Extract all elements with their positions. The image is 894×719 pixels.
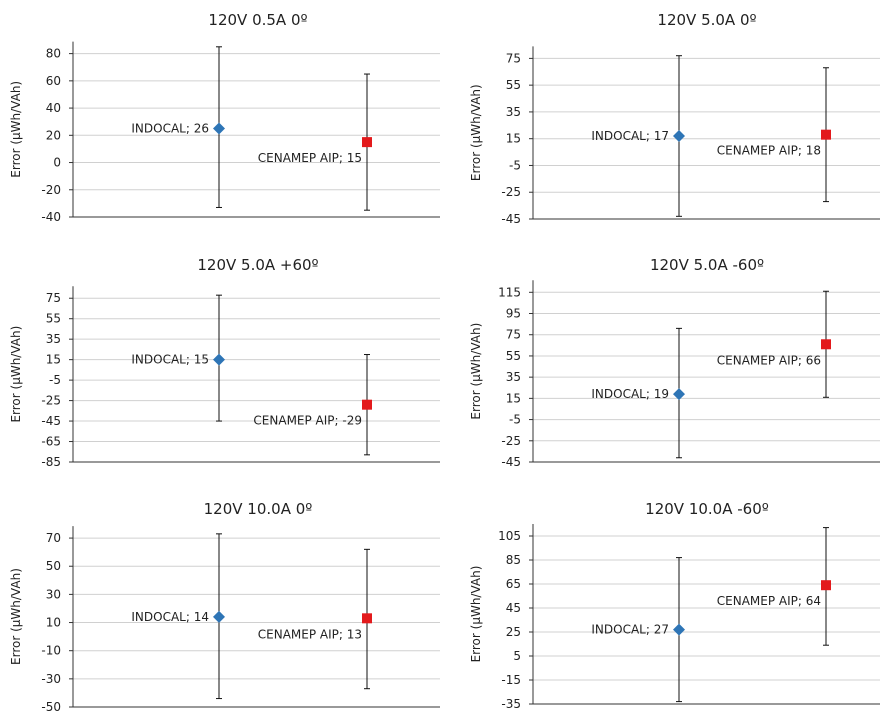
data-point-diamond bbox=[673, 623, 685, 636]
chart-title: 120V 5.0A +60º bbox=[197, 256, 318, 274]
chart-title: 120V 10.0A 0º bbox=[204, 500, 313, 518]
chart-title: 120V 5.0A 0º bbox=[657, 11, 756, 29]
data-label: CENAMEP AIP; 15 bbox=[258, 151, 362, 165]
data-label: INDOCAL; 27 bbox=[591, 623, 669, 637]
y-axis-label: Error (µWh/VAh) bbox=[469, 323, 483, 420]
data-point-diamond bbox=[213, 610, 225, 623]
y-tick-label: 55 bbox=[46, 312, 61, 326]
y-tick-label: -35 bbox=[501, 697, 521, 711]
y-tick-label: -65 bbox=[41, 435, 61, 449]
y-tick-label: 60 bbox=[46, 74, 61, 88]
data-label: CENAMEP AIP; 18 bbox=[717, 144, 821, 158]
data-point-square bbox=[362, 137, 372, 148]
y-tick-label: -25 bbox=[501, 434, 521, 448]
y-tick-label: -25 bbox=[41, 394, 61, 408]
data-point-square bbox=[821, 580, 831, 591]
data-label: INDOCAL; 19 bbox=[591, 387, 669, 401]
data-point-diamond bbox=[213, 122, 225, 135]
y-tick-label: -5 bbox=[49, 373, 61, 387]
y-tick-label: -50 bbox=[41, 700, 61, 714]
y-axis-label: Error (µWh/VAh) bbox=[469, 566, 483, 663]
y-tick-label: 95 bbox=[506, 307, 521, 321]
chart-title: 120V 10.0A -60º bbox=[645, 500, 769, 518]
data-label: CENAMEP AIP; 64 bbox=[717, 594, 821, 608]
y-tick-label: -25 bbox=[501, 185, 521, 199]
y-tick-label: -45 bbox=[501, 455, 521, 469]
chart-title: 120V 5.0A -60º bbox=[650, 256, 764, 274]
y-tick-label: 30 bbox=[46, 587, 61, 601]
chart-title: 120V 0.5A 0º bbox=[208, 11, 307, 29]
y-tick-label: -5 bbox=[509, 413, 521, 427]
y-tick-label: 35 bbox=[46, 332, 61, 346]
y-tick-label: 35 bbox=[506, 105, 521, 119]
y-tick-label: 55 bbox=[506, 78, 521, 92]
data-label: INDOCAL; 14 bbox=[131, 610, 209, 624]
y-tick-label: 15 bbox=[506, 132, 521, 146]
y-tick-label: -45 bbox=[41, 414, 61, 428]
data-point-square bbox=[821, 339, 831, 350]
data-label: INDOCAL; 15 bbox=[131, 353, 209, 367]
data-label: INDOCAL; 17 bbox=[591, 129, 669, 143]
y-tick-label: 75 bbox=[506, 328, 521, 342]
data-label: CENAMEP AIP; -29 bbox=[253, 414, 362, 428]
y-tick-label: 105 bbox=[498, 529, 521, 543]
data-point-square bbox=[362, 613, 372, 624]
y-axis-label: Error (µWh/VAh) bbox=[9, 326, 23, 423]
y-axis-label: Error (µWh/VAh) bbox=[9, 81, 23, 178]
y-tick-label: -5 bbox=[509, 158, 521, 172]
y-axis-label: Error (µWh/VAh) bbox=[9, 568, 23, 665]
y-tick-label: -20 bbox=[41, 183, 61, 197]
y-tick-label: 45 bbox=[506, 601, 521, 615]
data-point-diamond bbox=[213, 353, 225, 366]
y-tick-label: 70 bbox=[46, 531, 61, 545]
y-tick-label: 115 bbox=[498, 285, 521, 299]
y-tick-label: -15 bbox=[501, 673, 521, 687]
y-axis-label: Error (µWh/VAh) bbox=[469, 84, 483, 181]
y-tick-label: 10 bbox=[46, 616, 61, 630]
y-tick-label: 25 bbox=[506, 625, 521, 639]
y-tick-label: 0 bbox=[53, 156, 61, 170]
y-tick-label: -40 bbox=[41, 210, 61, 224]
data-label: CENAMEP AIP; 66 bbox=[717, 353, 821, 367]
y-tick-label: 50 bbox=[46, 559, 61, 573]
y-tick-label: 75 bbox=[46, 291, 61, 305]
y-tick-label: 15 bbox=[506, 391, 521, 405]
y-tick-label: 35 bbox=[506, 370, 521, 384]
y-tick-label: 65 bbox=[506, 577, 521, 591]
data-point-square bbox=[362, 399, 372, 410]
y-tick-label: -85 bbox=[41, 455, 61, 469]
data-point-square bbox=[821, 129, 831, 140]
y-tick-label: 15 bbox=[46, 353, 61, 367]
data-point-diamond bbox=[673, 388, 685, 401]
y-tick-label: 55 bbox=[506, 349, 521, 363]
data-point-diamond bbox=[673, 130, 685, 143]
y-tick-label: -30 bbox=[41, 672, 61, 686]
y-tick-label: 20 bbox=[46, 128, 61, 142]
y-tick-label: 80 bbox=[46, 47, 61, 61]
y-tick-label: 75 bbox=[506, 51, 521, 65]
y-tick-label: 85 bbox=[506, 553, 521, 567]
y-tick-label: -10 bbox=[41, 644, 61, 658]
y-tick-label: 5 bbox=[513, 649, 521, 663]
data-label: INDOCAL; 26 bbox=[131, 122, 209, 136]
y-tick-label: 40 bbox=[46, 101, 61, 115]
y-tick-label: -45 bbox=[501, 212, 521, 226]
data-label: CENAMEP AIP; 13 bbox=[258, 627, 362, 641]
